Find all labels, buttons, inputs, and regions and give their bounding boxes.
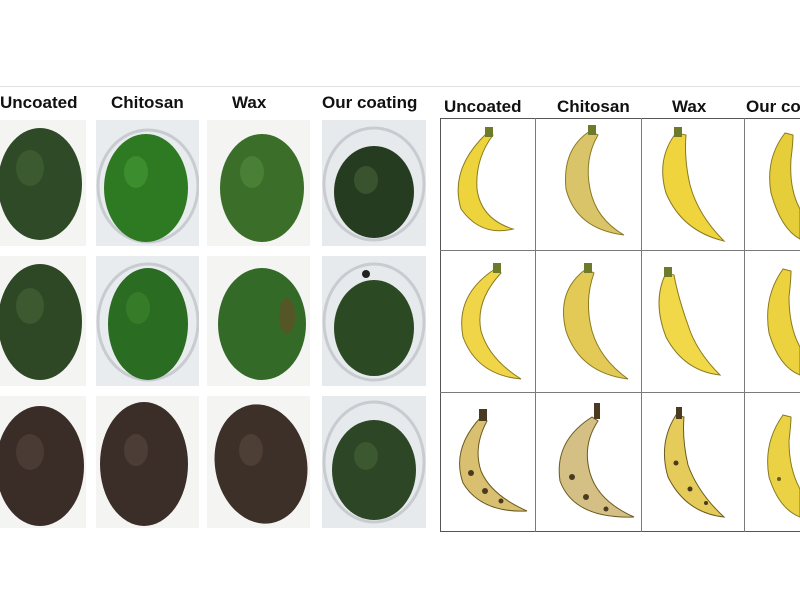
- banana-grid-vline: [641, 118, 642, 532]
- banana-chitosan-row3: [536, 393, 640, 531]
- avocado-uncoated-row2: [0, 256, 86, 386]
- banana-our-coating-row3: [745, 393, 800, 531]
- avocado-header-wax: Wax: [232, 93, 267, 112]
- banana-grid-hline: [440, 392, 800, 393]
- banana-header-chitosan: Chitosan: [557, 97, 630, 116]
- banana-header-uncoated: Uncoated: [444, 97, 522, 116]
- banana-uncoated-row1: [441, 119, 534, 249]
- banana-our-coating-row2: [745, 251, 800, 391]
- top-rule: [0, 86, 800, 87]
- avocado-header-uncoated: Uncoated: [0, 93, 78, 112]
- avocado-our-coating-row3: [322, 396, 426, 528]
- banana-grid-vline: [744, 118, 745, 532]
- banana-header-our-coating: Our co: [746, 97, 800, 116]
- banana-grid-vline: [535, 118, 536, 532]
- banana-uncoated-row2: [441, 251, 534, 391]
- avocado-our-coating-row2: [322, 256, 426, 386]
- banana-grid: [440, 118, 800, 532]
- avocado-uncoated-row3: [0, 396, 86, 528]
- avocado-wax-row2: [207, 256, 310, 386]
- avocado-wax-row1: [207, 120, 310, 246]
- banana-wax-row3: [642, 393, 743, 531]
- avocado-chitosan-row1: [96, 120, 199, 246]
- avocado-our-coating-row1: [322, 120, 426, 246]
- banana-chitosan-row2: [536, 251, 640, 391]
- avocado-header-chitosan: Chitosan: [111, 93, 184, 112]
- banana-wax-row1: [642, 119, 743, 249]
- avocado-uncoated-row1: [0, 120, 86, 246]
- avocado-header-our-coating: Our coating: [322, 93, 418, 112]
- avocado-chitosan-row3: [96, 396, 199, 528]
- banana-grid-hline: [440, 250, 800, 251]
- avocado-wax-row3: [207, 396, 310, 528]
- banana-chitosan-row1: [536, 119, 640, 249]
- avocado-chitosan-row2: [96, 256, 199, 386]
- banana-wax-row2: [642, 251, 743, 391]
- banana-header-wax: Wax: [672, 97, 707, 116]
- banana-uncoated-row3: [441, 393, 534, 531]
- banana-our-coating-row1: [745, 119, 800, 249]
